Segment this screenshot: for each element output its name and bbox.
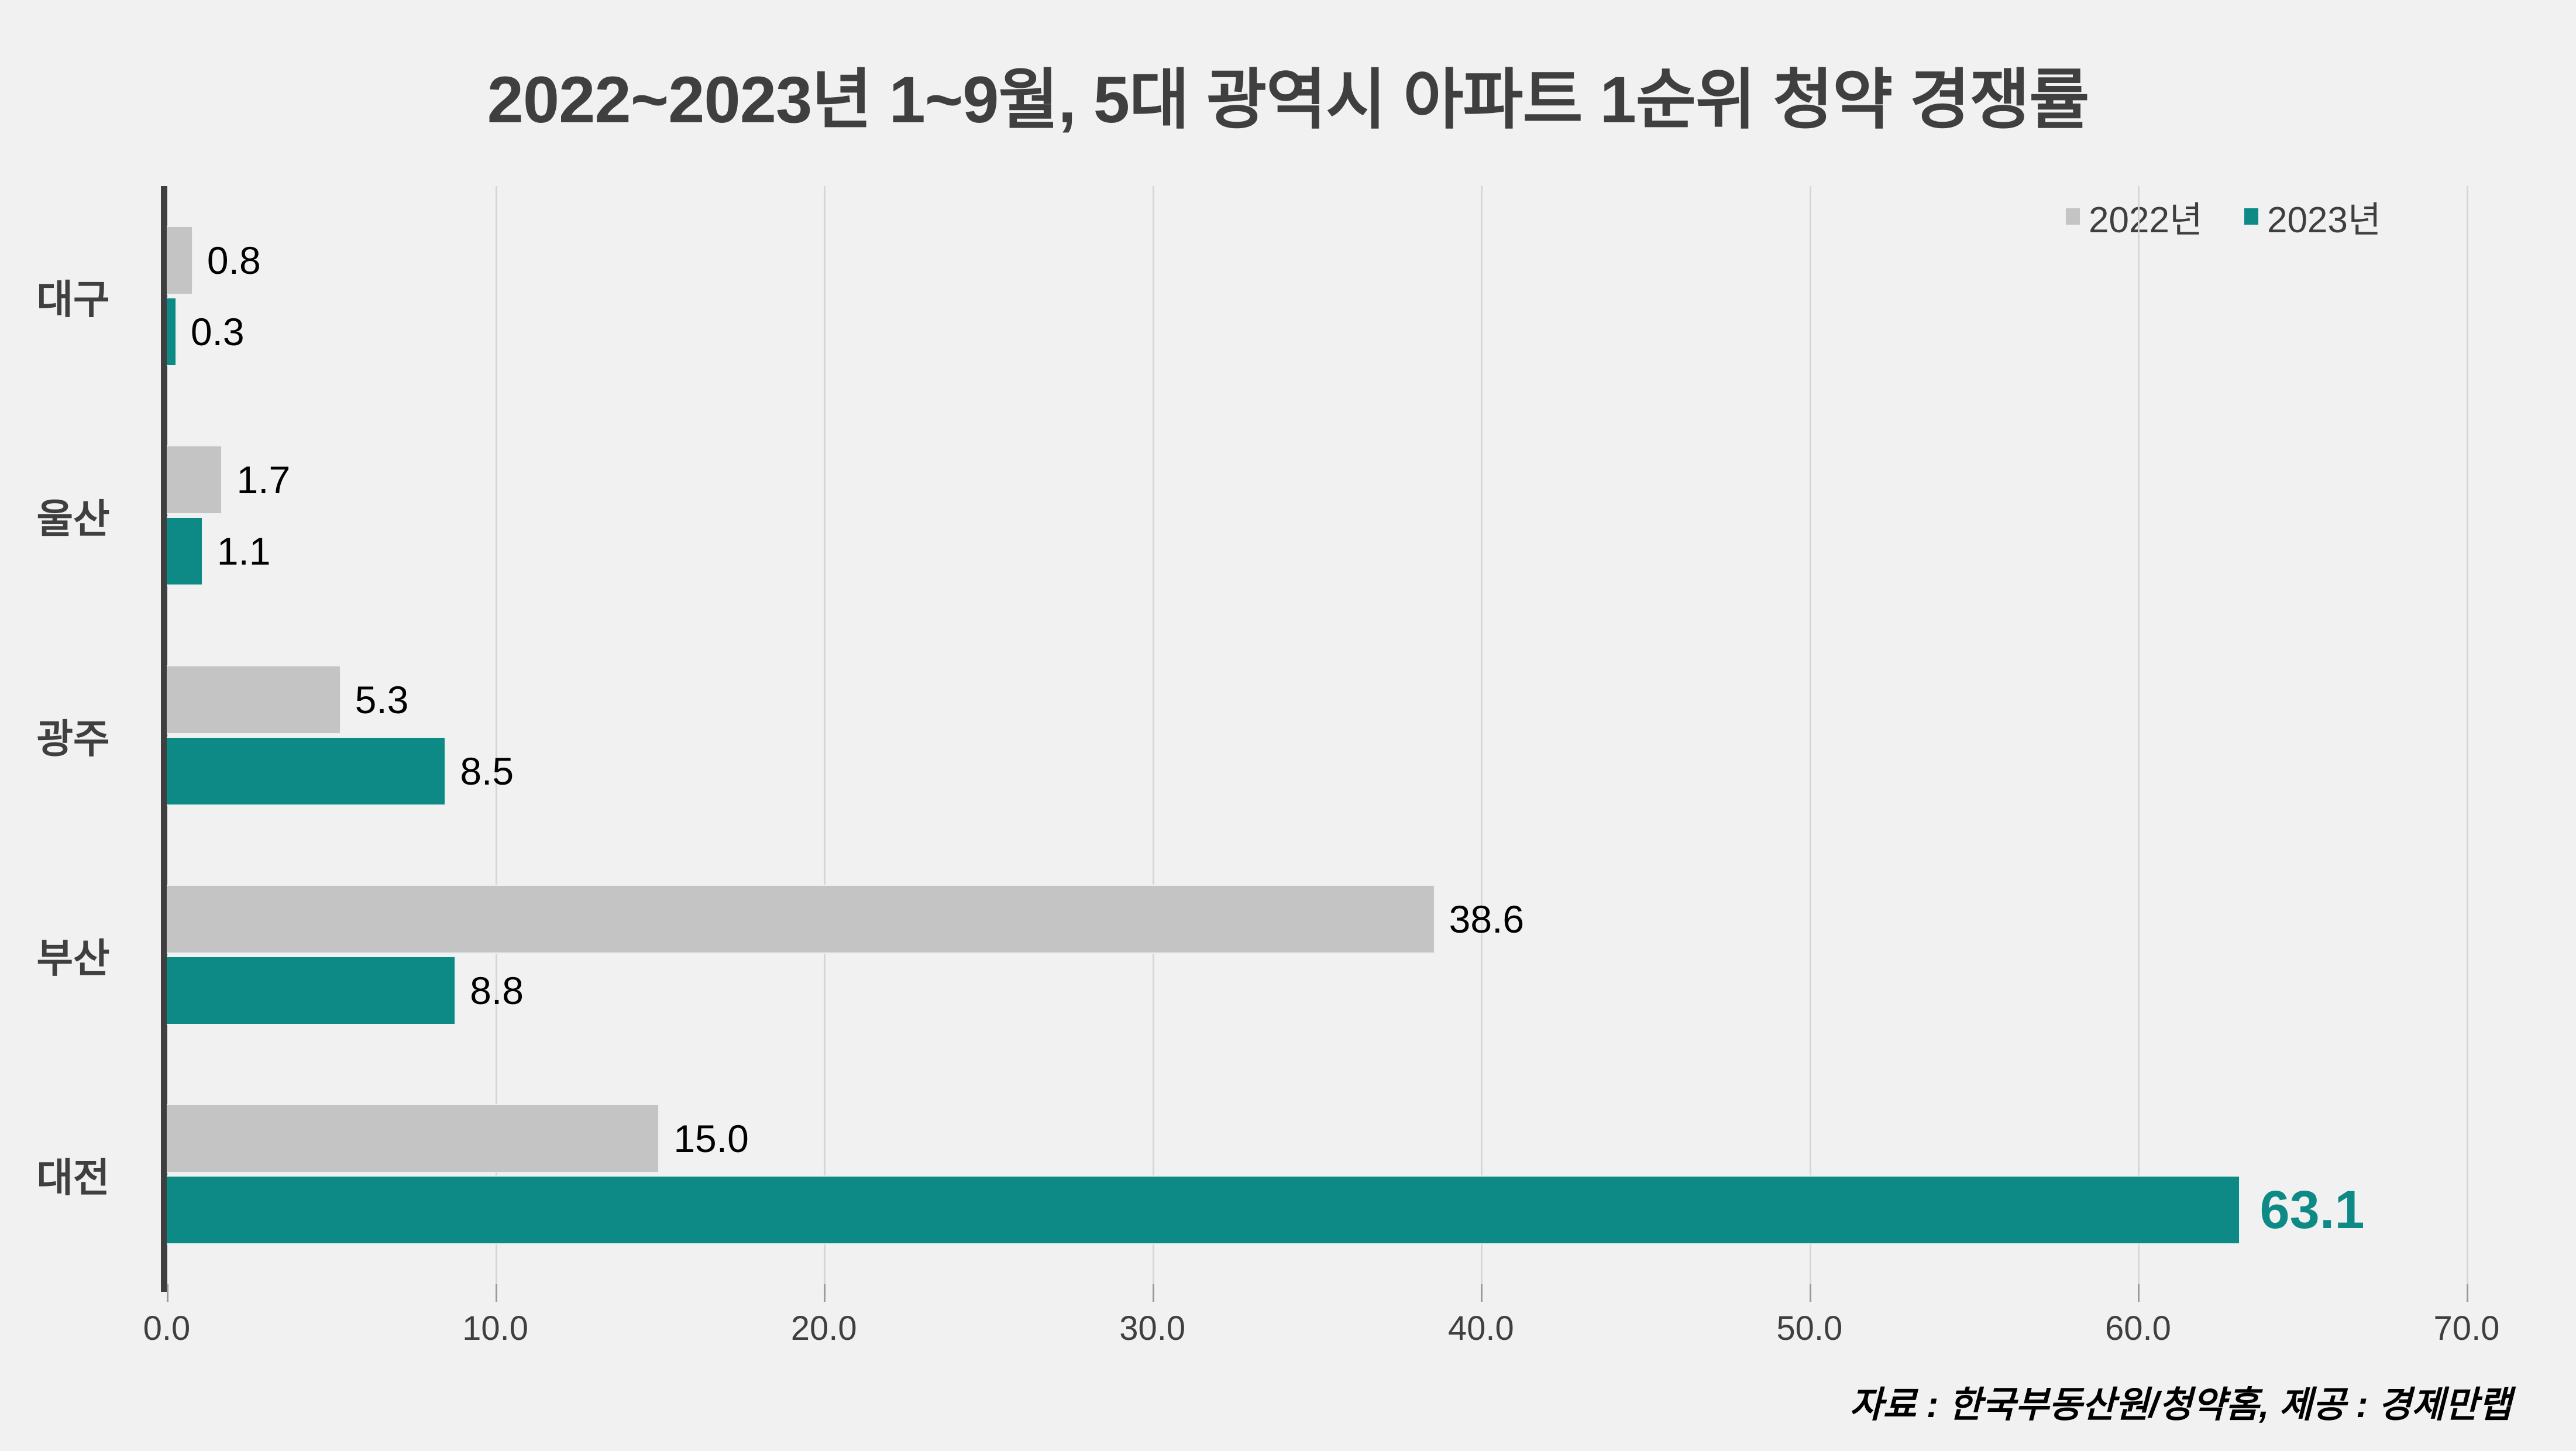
bar[interactable]: [167, 225, 193, 295]
bar[interactable]: [167, 665, 341, 734]
bar[interactable]: [167, 297, 177, 366]
gridline: [1809, 186, 1811, 1284]
source-note: 자료 : 한국부동산원/청약홈, 제공 : 경제만랩: [1849, 1385, 2512, 1425]
x-tick-mark: [2138, 1284, 2140, 1302]
bar-group-울산-2022년: 1.7: [167, 445, 291, 515]
bar-value-label: 63.1: [2259, 1180, 2365, 1240]
gridline: [2467, 186, 2468, 1284]
bar-value-label: 8.5: [460, 749, 514, 793]
gridline: [2138, 186, 2140, 1284]
category-label-부산: 부산: [36, 936, 110, 981]
bar-value-label: 38.6: [1449, 897, 1525, 941]
chart-legend: 2022년 2023년: [2065, 190, 2381, 243]
bar-value-label: 0.3: [190, 310, 245, 353]
x-tick-label: 40.0: [1447, 1309, 1514, 1347]
x-tick-mark: [824, 1284, 826, 1302]
x-tick-mark: [495, 1284, 497, 1302]
x-tick-label: 50.0: [1776, 1309, 1843, 1347]
bar-value-label: 1.7: [236, 458, 291, 502]
gridline: [1152, 186, 1154, 1284]
x-tick-label: 20.0: [790, 1309, 857, 1347]
x-tick-label: 70.0: [2433, 1309, 2500, 1347]
bar-value-label: 8.8: [470, 968, 524, 1012]
legend-swatch-icon: [2065, 208, 2080, 225]
bar-group-광주-2022년: 5.3: [167, 665, 408, 734]
bar[interactable]: [167, 1175, 2240, 1245]
bar[interactable]: [167, 517, 203, 586]
bar-group-대구-2022년: 0.8: [167, 225, 261, 295]
legend-label: 2023년: [2267, 200, 2381, 240]
bar-group-대구-2023년: 0.3: [167, 297, 245, 366]
bar-group-부산-2022년: 38.6: [167, 884, 1525, 954]
plot-area: 0.8 0.3 1.7 1.1 5.3 8.5 38.6 8.8 15.0 63.1: [167, 186, 2468, 1284]
x-tick-mark: [1481, 1284, 1483, 1302]
gridline: [495, 186, 497, 1284]
x-tick-label: 30.0: [1119, 1309, 1186, 1347]
page-title: 2022~2023년 1~9월, 5대 광역시 아파트 1순위 청약 경쟁률: [487, 63, 2090, 136]
bar-value-label: 5.3: [355, 678, 409, 721]
gridline: [824, 186, 826, 1284]
bar[interactable]: [167, 955, 456, 1025]
bar[interactable]: [167, 884, 1435, 954]
x-tick-mark: [2467, 1284, 2468, 1302]
x-axis: 0.0 10.0 20.0 30.0 40.0 50.0 60.0 70.0: [143, 1284, 2499, 1360]
gridline: [1481, 186, 1483, 1284]
bar-group-울산-2023년: 1.1: [167, 517, 271, 586]
category-label-광주: 광주: [36, 717, 110, 761]
bar[interactable]: [167, 736, 446, 806]
category-label-울산: 울산: [36, 497, 110, 542]
bar-group-광주-2023년: 8.5: [167, 736, 514, 806]
x-tick-label: 0.0: [143, 1309, 191, 1347]
y-axis-line: [161, 186, 167, 1292]
bar[interactable]: [167, 1104, 660, 1174]
legend-swatch-icon: [2243, 208, 2259, 225]
x-tick-mark: [1809, 1284, 1811, 1302]
bar-value-label: 1.1: [216, 529, 271, 573]
bar-group-대전-2023년: 63.1: [167, 1175, 2365, 1245]
x-tick-mark: [167, 1284, 168, 1302]
bar[interactable]: [167, 445, 223, 515]
legend-label: 2022년: [2089, 200, 2203, 240]
category-label-대구: 대구: [36, 277, 110, 322]
bar-value-label: 0.8: [207, 238, 261, 282]
bar-value-label: 15.0: [673, 1117, 749, 1161]
category-label-대전: 대전: [36, 1156, 110, 1201]
legend-item-2023년[interactable]: 2023년: [2243, 190, 2381, 243]
x-tick-label: 10.0: [462, 1309, 529, 1347]
bar-group-대전-2022년: 15.0: [167, 1104, 749, 1174]
x-tick-mark: [1152, 1284, 1154, 1302]
x-tick-label: 60.0: [2104, 1309, 2171, 1347]
bar-group-부산-2023년: 8.8: [167, 955, 524, 1025]
legend-item-2022년[interactable]: 2022년: [2065, 190, 2203, 243]
